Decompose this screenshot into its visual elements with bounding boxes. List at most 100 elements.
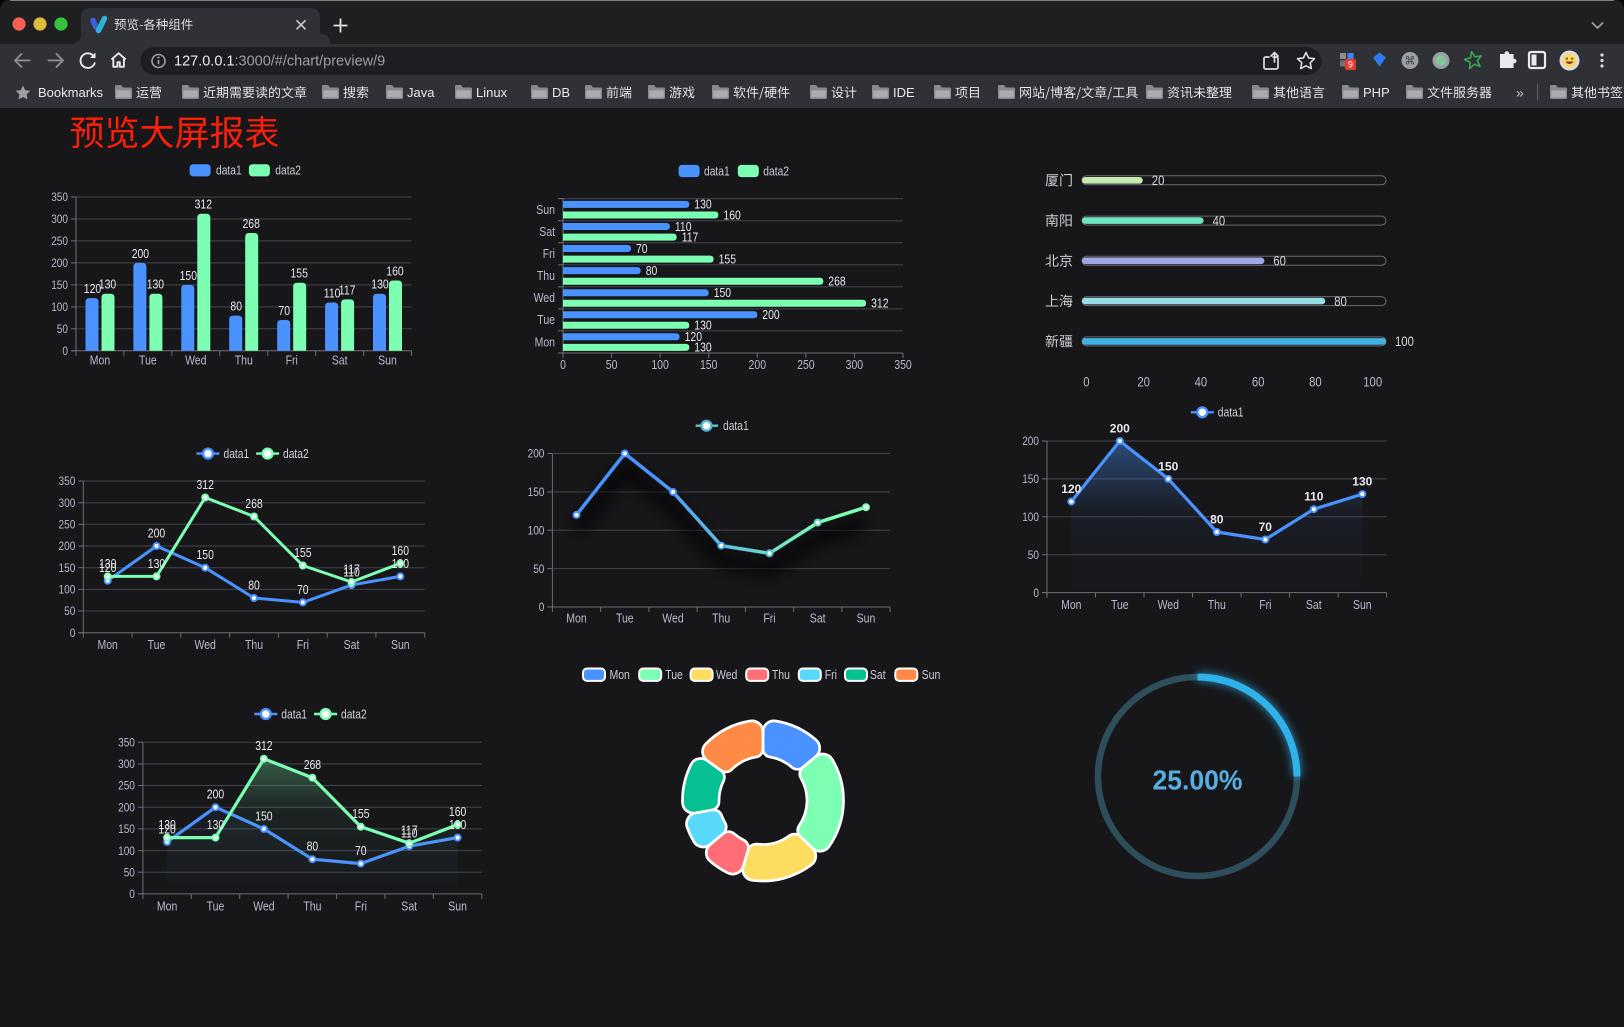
svg-text:150: 150 — [59, 561, 76, 575]
svg-text:Java: Java — [407, 85, 435, 100]
svg-text:312: 312 — [197, 477, 214, 492]
svg-text:250: 250 — [797, 358, 815, 372]
svg-text:Mon: Mon — [535, 335, 555, 349]
svg-text:Thu: Thu — [303, 900, 321, 914]
svg-text:Mon: Mon — [1061, 598, 1081, 612]
svg-text:Wed: Wed — [716, 668, 737, 682]
svg-text:Mon: Mon — [90, 354, 110, 368]
svg-text:200: 200 — [762, 307, 779, 322]
svg-text:Sat: Sat — [810, 612, 826, 626]
svg-text:110: 110 — [324, 286, 341, 301]
svg-text:0: 0 — [1033, 586, 1039, 600]
svg-text:150: 150 — [1158, 459, 1178, 473]
svg-text:120: 120 — [1061, 482, 1081, 496]
svg-text:130: 130 — [694, 318, 711, 333]
svg-text:200: 200 — [59, 539, 76, 553]
svg-text:130: 130 — [694, 197, 711, 212]
svg-text:PHP: PHP — [1363, 85, 1390, 100]
svg-text:117: 117 — [682, 229, 699, 244]
svg-text:80: 80 — [1334, 294, 1347, 309]
svg-text:268: 268 — [304, 757, 321, 772]
svg-text:130: 130 — [158, 817, 175, 832]
svg-text:Wed: Wed — [662, 612, 683, 626]
svg-text:data2: data2 — [341, 707, 367, 721]
svg-text:160: 160 — [392, 543, 409, 558]
svg-text:100: 100 — [59, 583, 76, 597]
svg-text:150: 150 — [1022, 472, 1039, 486]
svg-text:300: 300 — [118, 757, 135, 771]
svg-text:350: 350 — [59, 474, 76, 488]
svg-text:117: 117 — [339, 282, 356, 297]
svg-text:130: 130 — [371, 277, 388, 292]
svg-text:268: 268 — [243, 216, 260, 231]
svg-text:110: 110 — [343, 565, 360, 580]
svg-text:Wed: Wed — [534, 291, 555, 305]
svg-text:300: 300 — [59, 496, 76, 510]
svg-text:Thu: Thu — [712, 612, 730, 626]
svg-text:Sun: Sun — [857, 612, 876, 626]
svg-text:155: 155 — [291, 266, 308, 281]
svg-text:117: 117 — [401, 823, 418, 838]
svg-text:155: 155 — [719, 251, 736, 266]
svg-text:Tue: Tue — [616, 612, 634, 626]
svg-text:0: 0 — [129, 887, 135, 901]
svg-text:50: 50 — [124, 865, 135, 879]
svg-text:130: 130 — [694, 340, 711, 355]
svg-text:data1: data1 — [723, 419, 749, 433]
svg-text:Tue: Tue — [1111, 598, 1129, 612]
svg-text:70: 70 — [636, 241, 648, 256]
svg-text:120: 120 — [158, 821, 175, 836]
svg-text:100: 100 — [1022, 510, 1039, 524]
svg-text:20: 20 — [1137, 375, 1150, 390]
svg-text:200: 200 — [749, 358, 767, 372]
svg-text:350: 350 — [51, 190, 68, 204]
svg-text:data1: data1 — [224, 447, 250, 461]
svg-text:Mon: Mon — [566, 612, 586, 626]
svg-text:25.00%: 25.00% — [1153, 765, 1243, 796]
svg-text:250: 250 — [51, 234, 68, 248]
svg-text:150: 150 — [714, 285, 731, 300]
svg-text:250: 250 — [118, 779, 135, 793]
svg-text:350: 350 — [894, 358, 912, 372]
svg-text:200: 200 — [132, 246, 149, 261]
svg-text:110: 110 — [401, 826, 418, 841]
svg-text:120: 120 — [84, 281, 101, 296]
svg-text:50: 50 — [1028, 548, 1039, 562]
svg-text:60: 60 — [1273, 254, 1286, 269]
svg-text:80: 80 — [248, 578, 260, 593]
svg-text:70: 70 — [355, 843, 367, 858]
svg-text:0: 0 — [1083, 375, 1089, 390]
svg-text:IDE: IDE — [893, 85, 915, 100]
svg-text:130: 130 — [99, 277, 116, 292]
svg-text:0: 0 — [539, 600, 545, 614]
svg-text:312: 312 — [255, 738, 272, 753]
svg-text:100: 100 — [51, 300, 68, 314]
svg-text:data2: data2 — [283, 447, 309, 461]
svg-text:Fri: Fri — [825, 668, 837, 682]
svg-text:Mon: Mon — [157, 900, 177, 914]
svg-text:Sun: Sun — [391, 638, 410, 652]
svg-text:Thu: Thu — [235, 354, 253, 368]
svg-text:Tue: Tue — [139, 354, 157, 368]
svg-text:160: 160 — [449, 804, 466, 819]
svg-text:80: 80 — [646, 263, 658, 278]
svg-text:DB: DB — [552, 85, 570, 100]
svg-text:150: 150 — [255, 808, 272, 823]
svg-text:data1: data1 — [216, 164, 242, 178]
svg-text:200: 200 — [207, 787, 224, 802]
svg-text:150: 150 — [528, 485, 545, 499]
svg-text:»: » — [1516, 85, 1524, 101]
svg-text:110: 110 — [675, 219, 692, 234]
svg-text:200: 200 — [51, 256, 68, 270]
svg-text:80: 80 — [1309, 375, 1322, 390]
svg-text:250: 250 — [59, 518, 76, 532]
svg-text:50: 50 — [57, 322, 68, 336]
svg-text:Sun: Sun — [922, 668, 941, 682]
svg-text:100: 100 — [118, 844, 135, 858]
svg-text:130: 130 — [148, 556, 165, 571]
svg-text:155: 155 — [294, 545, 311, 560]
svg-text:data1: data1 — [281, 707, 307, 721]
svg-text:Thu: Thu — [245, 638, 263, 652]
svg-text:Sun: Sun — [378, 354, 397, 368]
svg-text:120: 120 — [99, 560, 116, 575]
